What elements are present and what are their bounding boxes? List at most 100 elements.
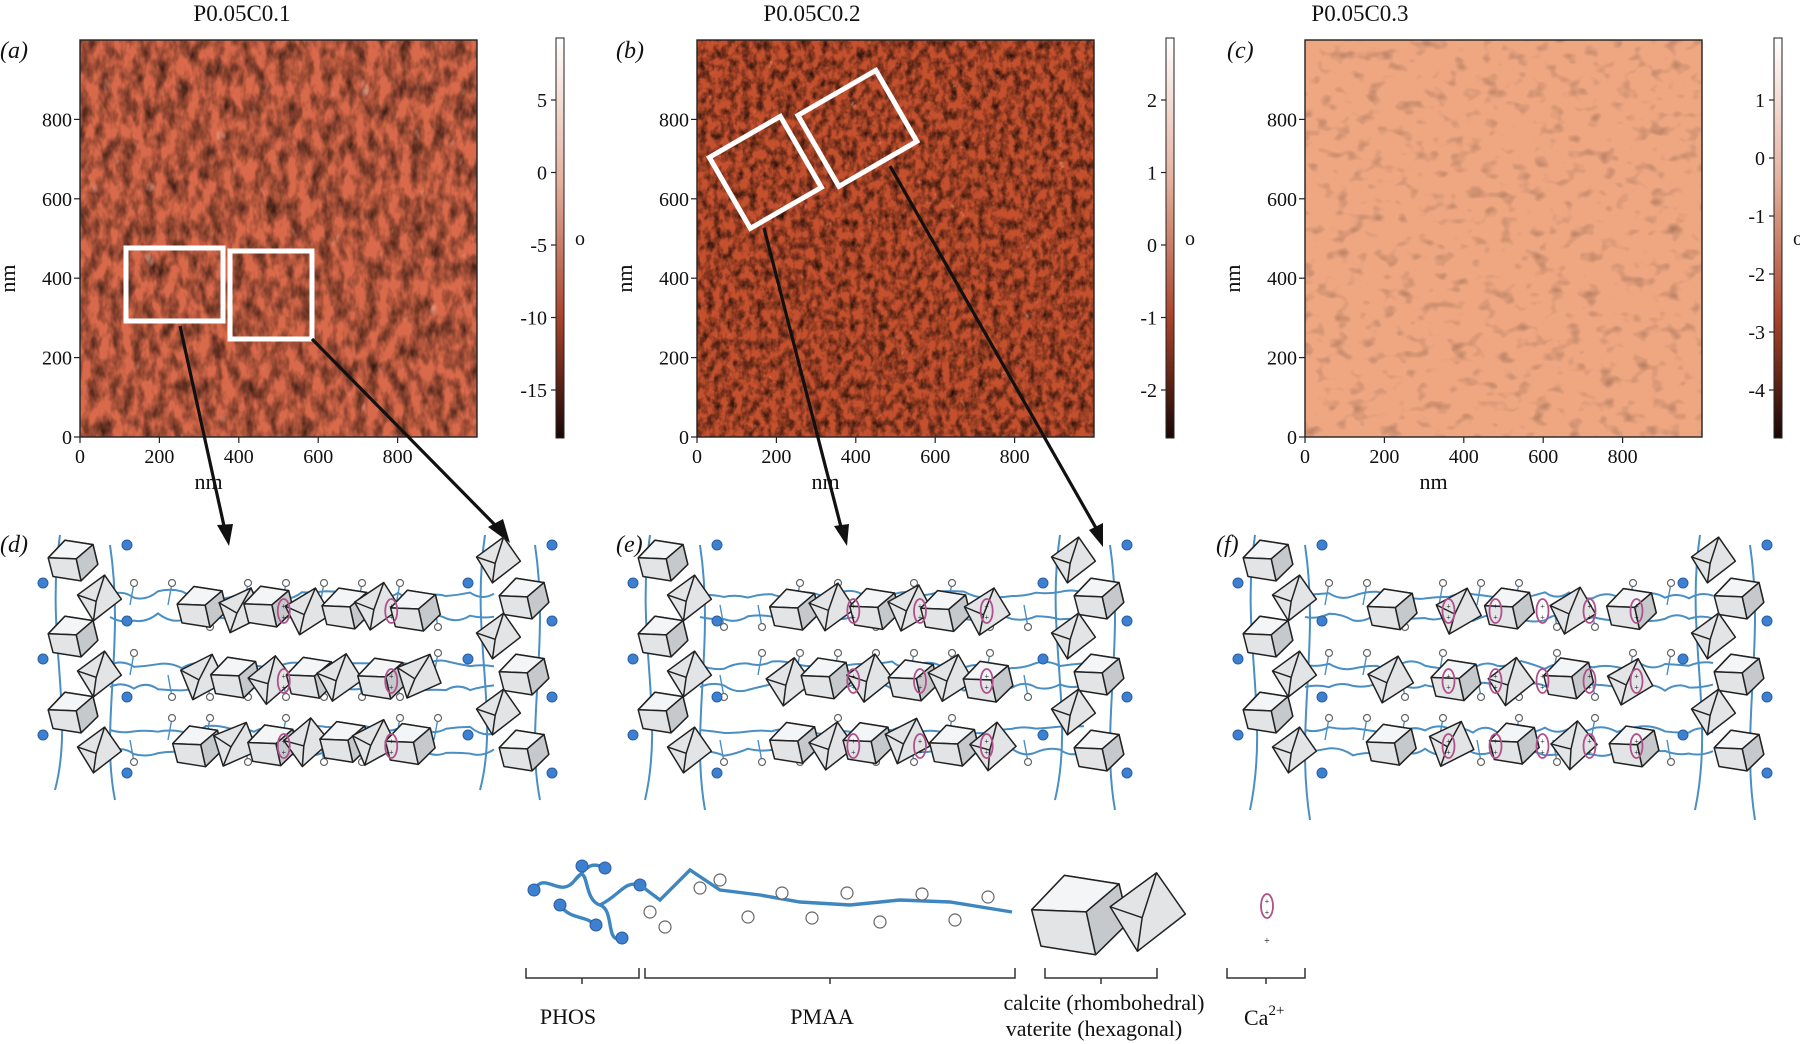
calcium-ion: ++ — [1535, 733, 1550, 759]
calcium-ion: ++ — [384, 733, 399, 759]
calcium-ion: ++ — [276, 733, 291, 759]
vaterite-crystal — [1483, 587, 1535, 630]
calcium-ion: ++ — [384, 668, 399, 694]
carboxyl-group — [713, 873, 727, 887]
afm-panel-a: 0 200 400 600 800 0 200 400 600 800 nm nm 5 0 -5 -10 -15… — [0, 37, 585, 494]
carboxyl-group — [658, 920, 672, 934]
bracket-pmaa — [644, 968, 1016, 984]
calcite-crystal — [475, 688, 522, 736]
legend-calcium: Ca2+ — [1244, 1003, 1284, 1030]
x-axis-label: nm — [1419, 469, 1447, 494]
phosphate-group — [1121, 691, 1133, 703]
svg-text:+: + — [1493, 602, 1498, 611]
phos-branch — [558, 863, 641, 927]
vaterite-crystal — [1242, 615, 1294, 658]
carboxyl-group — [909, 648, 919, 658]
calcite-crystal — [1050, 688, 1097, 736]
vaterite-crystal — [1366, 588, 1418, 631]
carboxyl-group — [909, 578, 919, 588]
calcite-crystal — [1050, 536, 1097, 584]
calcite-crystal — [1487, 656, 1536, 707]
phosphate-group — [589, 918, 603, 932]
carboxyl-group — [981, 890, 995, 904]
svg-text:+: + — [984, 672, 989, 681]
phosphate-group — [1037, 577, 1049, 589]
carboxyl-group — [1628, 648, 1638, 658]
svg-text:+: + — [1493, 672, 1498, 681]
colorbar-unit: o — [1793, 228, 1800, 250]
carboxyl-group — [1628, 578, 1638, 588]
carboxyl-group — [281, 578, 291, 588]
x-axis-label: nm — [194, 469, 222, 494]
phosphate-group — [615, 931, 629, 945]
afm-frame-c — [1304, 39, 1703, 438]
calcite-crystal — [76, 650, 123, 698]
bracket-phos — [525, 968, 640, 984]
colorbar-unit: o — [575, 228, 585, 250]
colorbar-tick-label: -4 — [1748, 380, 1765, 402]
carboxyl-group — [757, 648, 767, 658]
y-tick-label: 0 — [679, 427, 689, 449]
calcium-ion: ++ — [846, 733, 861, 759]
panel-label-b: (b) — [616, 38, 644, 64]
vaterite-crystal — [357, 657, 409, 700]
carboxyl-group — [433, 713, 443, 723]
carboxyl-group — [1400, 692, 1410, 702]
polymer-chain — [479, 534, 489, 791]
vaterite-crystal — [1073, 729, 1125, 772]
carboxyl-group — [1023, 692, 1033, 702]
carboxyl-group — [395, 713, 405, 723]
vaterite-crystal — [1073, 653, 1125, 696]
svg-text:+: + — [281, 672, 286, 681]
carboxyl-group — [1476, 578, 1486, 588]
y-tick-label: 800 — [659, 109, 689, 131]
phosphate-group — [627, 653, 639, 665]
calcium-ion: ++ — [1488, 598, 1503, 624]
carboxyl-group — [757, 622, 767, 632]
carboxyl-group — [1476, 692, 1486, 702]
calcite-crystal — [666, 726, 713, 774]
calcium-ion: ++ — [979, 598, 994, 624]
carboxyl-group — [985, 648, 995, 658]
svg-text:+: + — [389, 672, 394, 681]
carboxyl-group — [833, 713, 843, 723]
svg-text:+: + — [281, 613, 286, 622]
y-tick-label: 200 — [1267, 348, 1297, 370]
colorbar-gradient — [555, 37, 565, 439]
selection-box-b2 — [794, 66, 921, 190]
phosphate-group — [546, 615, 558, 627]
vaterite-crystal — [1030, 874, 1130, 956]
phosphate-group — [546, 539, 558, 551]
colorbar-a: 5 0 -5 -10 -15 o — [520, 37, 585, 439]
legend: +++ PHOS PMAA calcite (rhombohedral) vat… — [525, 859, 1306, 1041]
colorbar-tick-label: 0 — [1755, 148, 1765, 170]
x-tick-label: 200 — [144, 446, 174, 468]
y-axis-label: nm — [0, 264, 20, 292]
carboxyl-group — [167, 713, 177, 723]
carboxyl-group — [1362, 713, 1372, 723]
legend-polymer-art: +++ — [527, 859, 1274, 956]
svg-text:+: + — [1446, 672, 1451, 681]
selection-box-b1 — [705, 112, 825, 232]
svg-text:+: + — [281, 737, 286, 746]
vaterite-crystal — [962, 660, 1014, 703]
vaterite-crystal — [920, 589, 972, 633]
svg-text:+: + — [1587, 613, 1592, 622]
colorbar-gradient — [1165, 37, 1175, 439]
carboxyl-group — [948, 913, 962, 927]
colorbar-tick-label: -5 — [530, 235, 547, 257]
vaterite-crystal — [47, 539, 99, 582]
svg-text:+: + — [1540, 602, 1545, 611]
carboxyl-group — [129, 757, 139, 767]
calcium-ion: ++ — [913, 598, 927, 624]
phosphate-group — [1121, 539, 1133, 551]
carboxyl-group — [243, 578, 253, 588]
carboxyl-group — [1362, 578, 1372, 588]
svg-text:+: + — [851, 737, 856, 746]
colorbar-c: 1 0 -1 -2 -3 -4 o — [1748, 37, 1800, 439]
calcite-crystal — [1367, 655, 1415, 704]
carboxyl-group — [395, 578, 405, 588]
bracket-calcium — [1226, 968, 1306, 984]
carboxyl-group — [1590, 692, 1600, 702]
